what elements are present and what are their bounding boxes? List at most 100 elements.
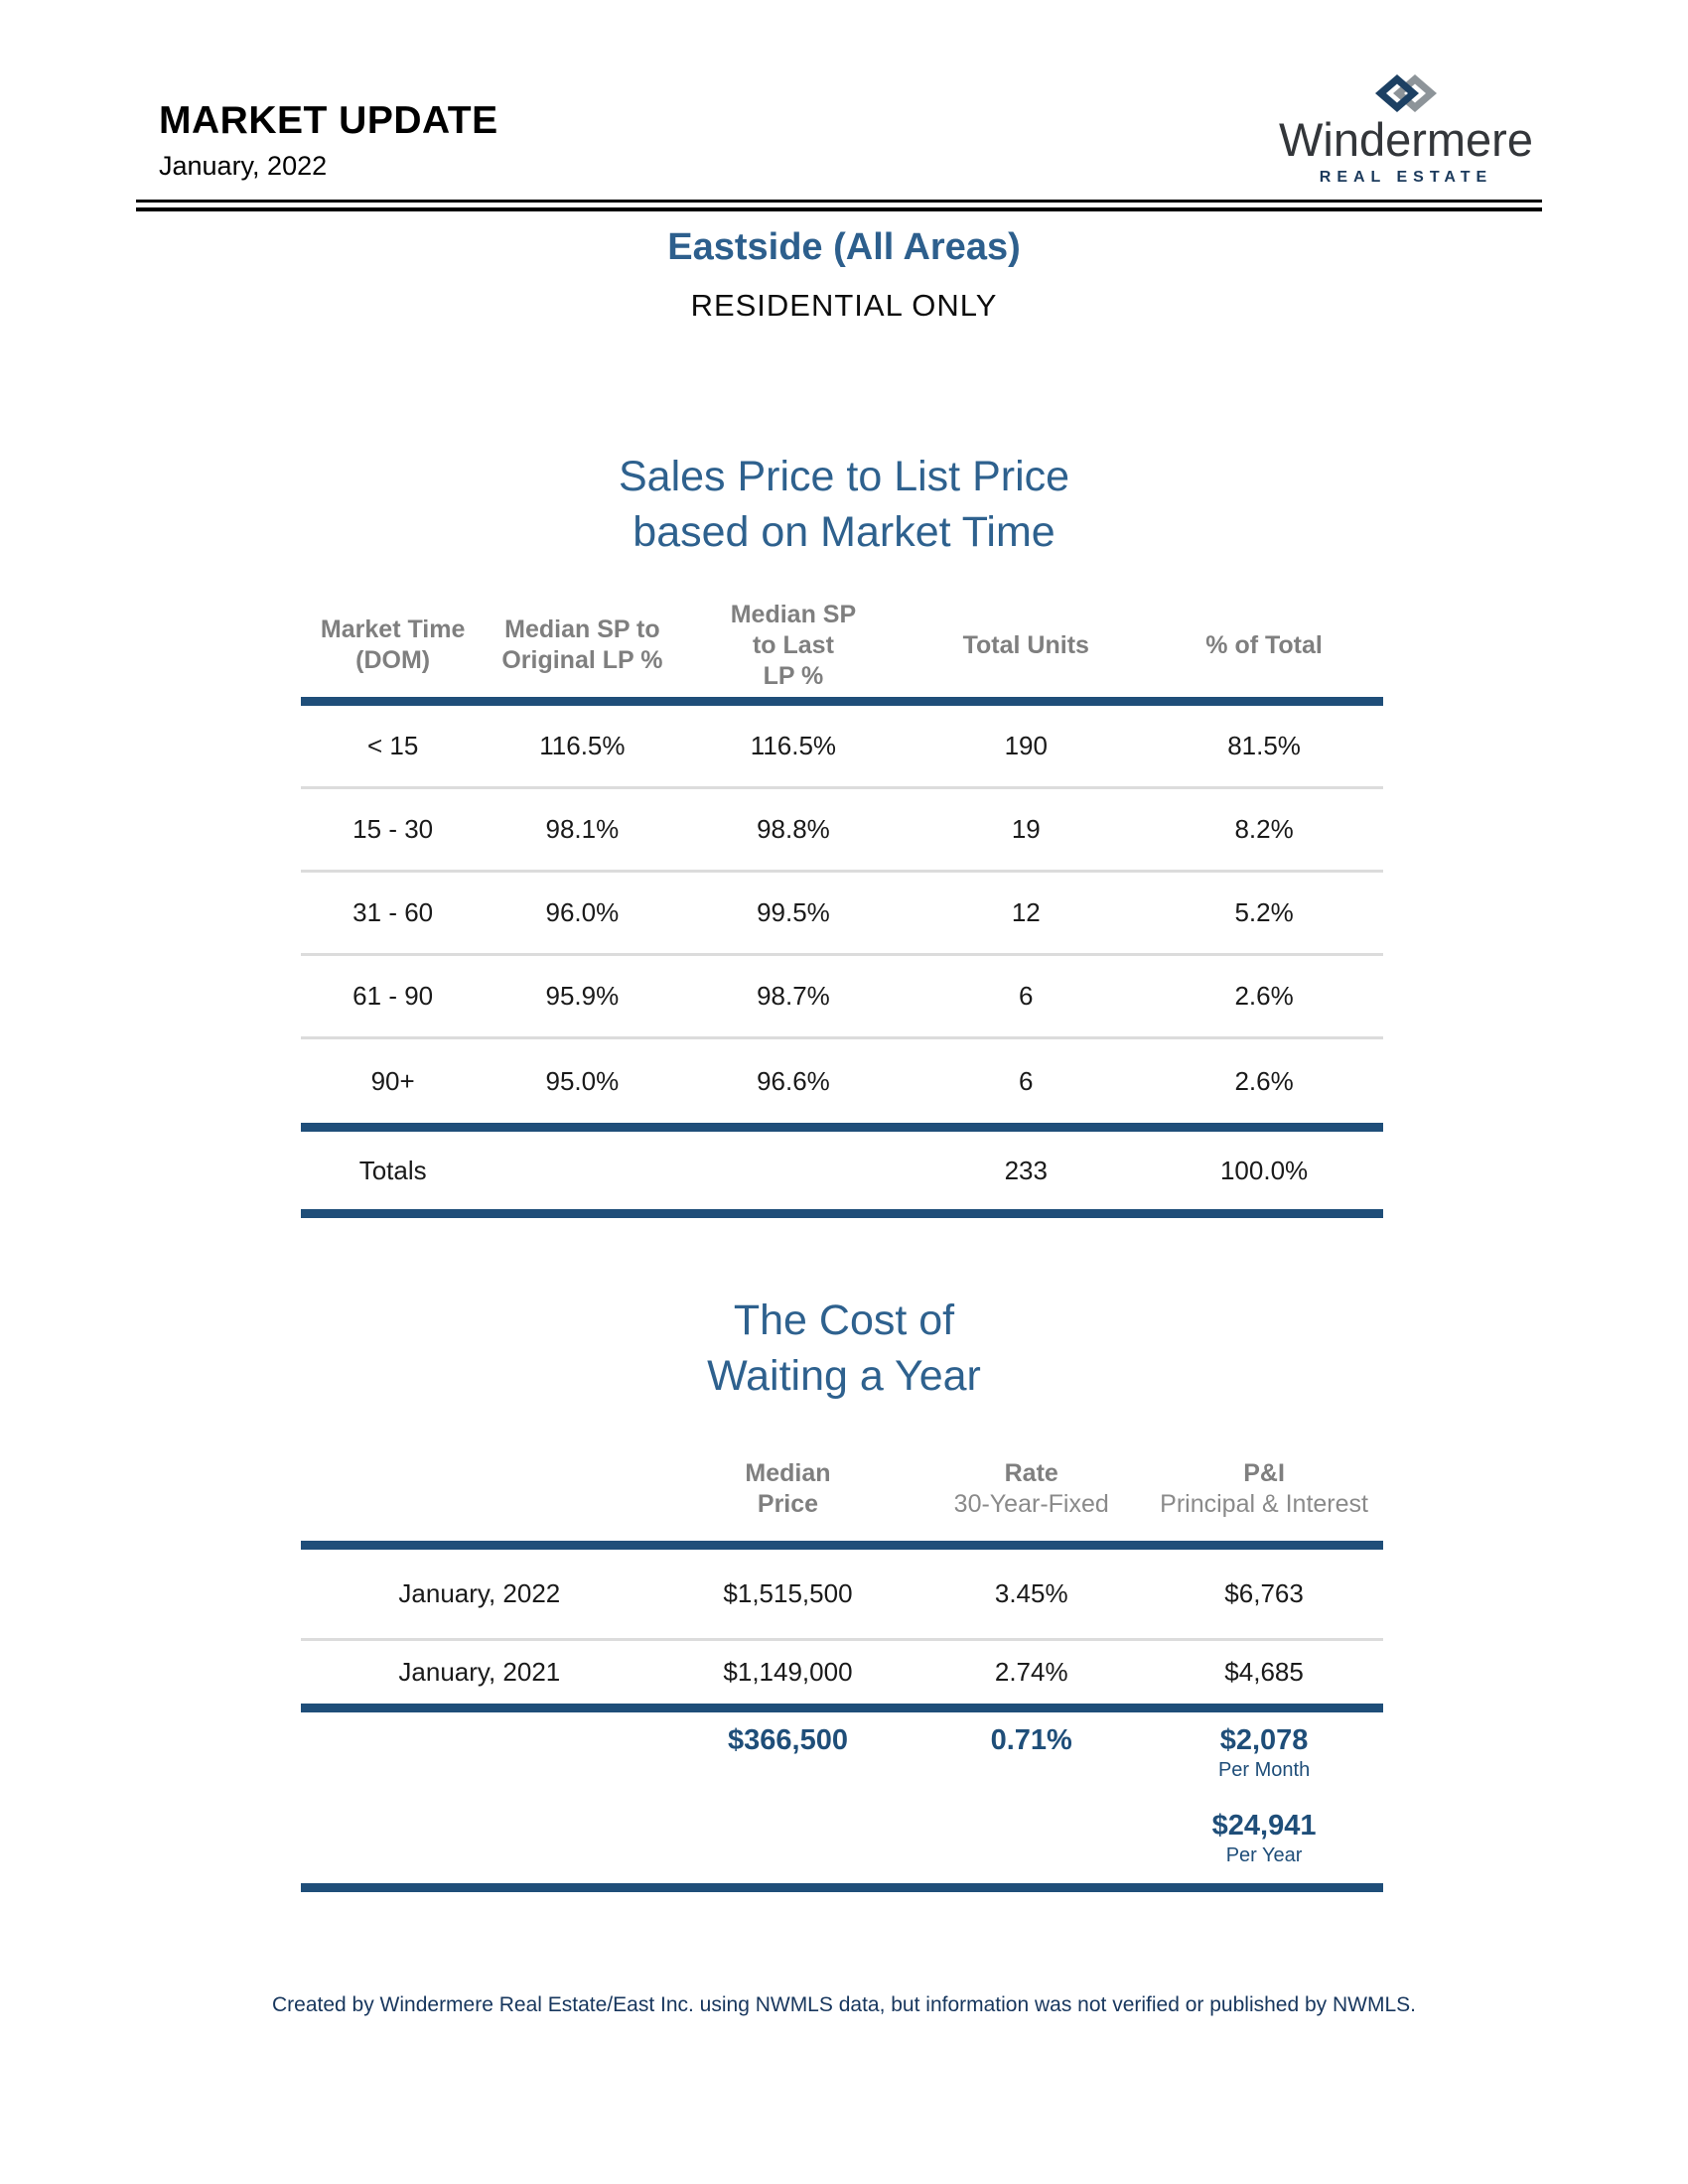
col-total-units-line1: Total Units: [962, 630, 1089, 659]
cell-dom: 61 - 90: [352, 981, 434, 1011]
cell-pct: 5.2%: [1234, 897, 1294, 927]
difference-row: $366,500 0.71% $2,078 Per Month: [301, 1712, 1383, 1782]
table-rule: [301, 1541, 1383, 1550]
sp-section-title: Sales Price to List Price based on Marke…: [0, 449, 1688, 560]
annual-row: $24,941 Per Year: [301, 1810, 1383, 1883]
col-rate-line1: Rate: [1004, 1459, 1058, 1487]
sales-price-table: Market Time (DOM) Median SP to Original …: [301, 594, 1383, 1218]
cost-section-title: The Cost of Waiting a Year: [0, 1293, 1688, 1404]
cell-pct: 8.2%: [1234, 814, 1294, 844]
cell-period: January, 2021: [398, 1657, 561, 1687]
diff-rate: 0.71%: [990, 1724, 1072, 1756]
col-median-sp-orig-line1: Median SP to: [504, 615, 660, 643]
logo-subtitle: REAL ESTATE: [1319, 169, 1493, 187]
cell-sp-last: 116.5%: [750, 731, 837, 760]
cell-rate: 2.74%: [994, 1657, 1068, 1687]
cell-sp-last: 98.8%: [757, 814, 830, 844]
cell-sp-orig: 116.5%: [539, 731, 626, 760]
windermere-mark-icon: [1375, 74, 1437, 112]
area-title: Eastside (All Areas): [667, 226, 1021, 268]
cell-sp-last: 98.7%: [757, 981, 830, 1011]
col-median-sp-orig: Median SP to Original LP %: [485, 614, 679, 676]
col-median-sp-orig-line2: Original LP %: [501, 646, 663, 674]
cell-sp-orig: 95.0%: [545, 1065, 620, 1096]
table-rule: [301, 1883, 1383, 1892]
diff-pi-yearly: $24,941 Per Year: [1145, 1810, 1383, 1867]
cell-units: 12: [1011, 897, 1041, 927]
col-market-time-line2: (DOM): [355, 646, 431, 674]
page-title: MARKET UPDATE: [159, 99, 498, 142]
table-rule: [301, 697, 1383, 706]
cost-table-header: Median Price Rate 30-Year-Fixed P&I Prin…: [301, 1437, 1383, 1541]
col-median-price-line2: Price: [757, 1490, 819, 1518]
col-median-sp-last: Median SP to Last LP %: [679, 600, 907, 692]
cost-title-line1: The Cost of: [733, 1297, 955, 1344]
cost-title-line2: Waiting a Year: [707, 1352, 981, 1400]
cell-period: January, 2022: [398, 1578, 561, 1608]
per-month-caption: Per Month: [1217, 1759, 1311, 1781]
cell-pct: 2.6%: [1234, 981, 1294, 1011]
cell-sp-last: 96.6%: [757, 1065, 830, 1096]
cell-pi: $6,763: [1224, 1578, 1304, 1608]
residential-only-label: RESIDENTIAL ONLY: [690, 288, 998, 323]
diff-pi-monthly-value: $2,078: [1219, 1724, 1309, 1756]
col-rate-line2: 30-Year-Fixed: [953, 1490, 1109, 1518]
cell-dom: 15 - 30: [352, 814, 434, 844]
cell-dom: 90+: [370, 1065, 415, 1096]
windermere-logo: Windermere REAL ESTATE: [1271, 73, 1541, 187]
table-row: 90+ 95.0% 96.6% 6 2.6%: [301, 1039, 1383, 1123]
col-market-time-line1: Market Time: [320, 615, 466, 643]
col-median-sp-last-line3: LP %: [763, 661, 824, 690]
diff-pi-monthly: $2,078 Per Month: [1145, 1724, 1383, 1782]
sp-title-line2: based on Market Time: [633, 508, 1055, 556]
header-divider: [136, 200, 1542, 211]
cell-pi: $4,685: [1224, 1657, 1304, 1687]
col-pi-line2: Principal & Interest: [1160, 1490, 1368, 1518]
cell-units: 6: [1019, 1065, 1034, 1096]
cell-median-price: $1,149,000: [723, 1657, 853, 1687]
diff-median-price: $366,500: [728, 1724, 848, 1756]
sp-title-line1: Sales Price to List Price: [618, 453, 1070, 500]
cell-sp-orig: 95.9%: [545, 981, 620, 1011]
cell-dom: 31 - 60: [352, 897, 434, 927]
table-row: 15 - 30 98.1% 98.8% 19 8.2%: [301, 789, 1383, 873]
col-median-sp-last-line2: to Last: [752, 630, 834, 659]
totals-units: 233: [1004, 1155, 1048, 1185]
footer-disclaimer: Created by Windermere Real Estate/East I…: [271, 1993, 1416, 2016]
totals-row: Totals 233 100.0%: [301, 1132, 1383, 1209]
col-pi-line1: P&I: [1243, 1459, 1285, 1487]
cell-units: 19: [1011, 814, 1041, 844]
cell-units: 190: [1004, 731, 1048, 760]
col-median-price-line1: Median: [745, 1459, 831, 1487]
table-row: 31 - 60 96.0% 99.5% 12 5.2%: [301, 873, 1383, 956]
cell-rate: 3.45%: [994, 1578, 1068, 1608]
col-market-time: Market Time (DOM): [301, 614, 485, 676]
cell-sp-orig: 96.0%: [545, 897, 620, 927]
col-median-sp-last-line1: Median SP: [730, 600, 857, 628]
col-total-units: Total Units: [907, 630, 1145, 661]
cell-sp-orig: 98.1%: [545, 814, 620, 844]
totals-pct: 100.0%: [1219, 1155, 1309, 1185]
table-row: January, 2021 $1,149,000 2.74% $4,685: [301, 1641, 1383, 1704]
col-pi: P&I Principal & Interest: [1145, 1458, 1383, 1520]
table-rule: [301, 1209, 1383, 1218]
table-rule: [301, 1123, 1383, 1132]
cell-pct: 81.5%: [1227, 731, 1301, 760]
totals-label: Totals: [358, 1155, 427, 1185]
cell-units: 6: [1019, 981, 1034, 1011]
cell-median-price: $1,515,500: [723, 1578, 853, 1608]
diff-pi-yearly-value: $24,941: [1211, 1810, 1317, 1842]
page-header: MARKET UPDATE January, 2022: [159, 99, 498, 182]
table-row: 61 - 90 95.9% 98.7% 6 2.6%: [301, 956, 1383, 1039]
per-year-caption: Per Year: [1225, 1844, 1303, 1866]
cost-of-waiting-table: Median Price Rate 30-Year-Fixed P&I Prin…: [301, 1437, 1383, 1892]
table-row: < 15 116.5% 116.5% 190 81.5%: [301, 706, 1383, 789]
report-date: January, 2022: [159, 151, 328, 181]
col-pct-total: % of Total: [1145, 630, 1383, 661]
col-pct-total-line1: % of Total: [1205, 630, 1323, 659]
table-rule: [301, 1704, 1383, 1712]
col-median-price: Median Price: [658, 1458, 918, 1520]
col-rate: Rate 30-Year-Fixed: [917, 1458, 1145, 1520]
logo-wordmark: Windermere: [1279, 113, 1533, 166]
